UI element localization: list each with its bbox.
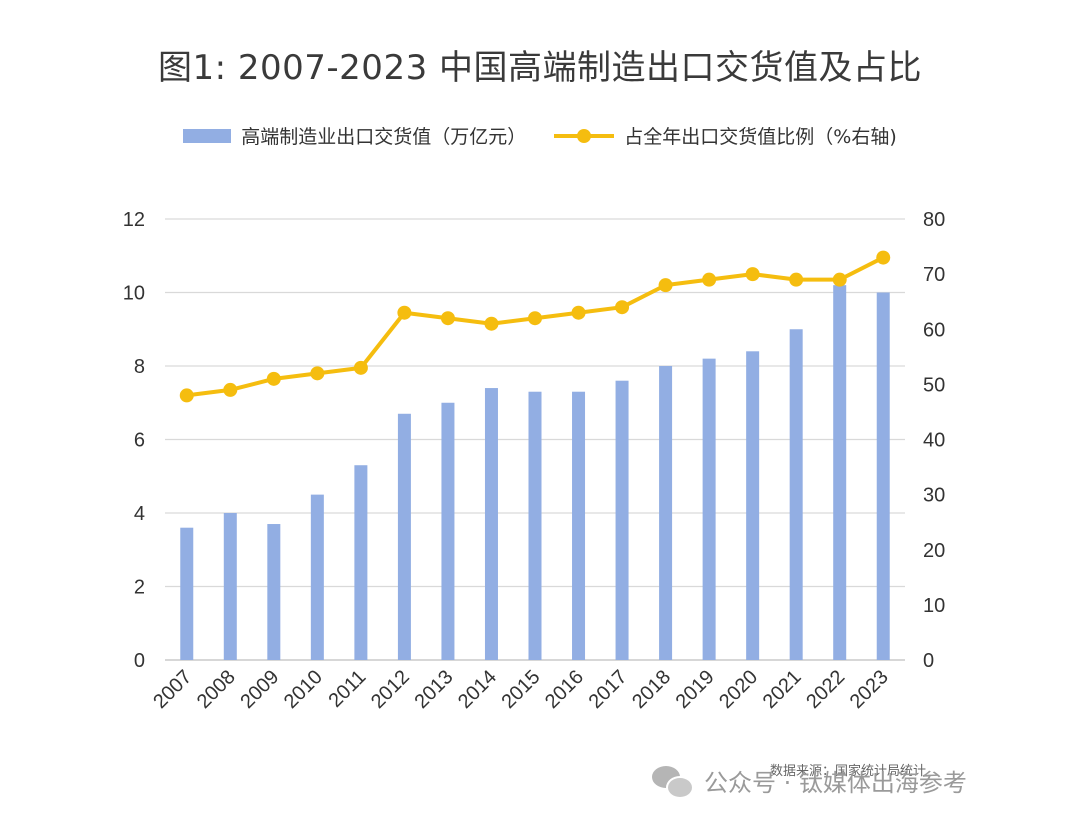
legend-label-bar: 高端制造业出口交货值（万亿元） [241, 126, 527, 148]
x-tick-label: 2017 [585, 666, 632, 713]
line-point [440, 311, 455, 326]
bar [223, 513, 237, 660]
y-left-tick-label: 10 [123, 283, 145, 305]
bar [528, 391, 542, 660]
legend-label-line: 占全年出口交货值比例（%右轴) [624, 126, 897, 148]
legend: 高端制造业出口交货值（万亿元） 占全年出口交货值比例（%右轴) [0, 122, 1080, 149]
line-point [397, 305, 412, 320]
legend-line-swatch [554, 128, 615, 143]
y-left-tick-label: 0 [134, 650, 145, 672]
bar [484, 388, 498, 660]
x-tick-label: 2023 [846, 666, 893, 713]
bar [267, 524, 281, 660]
y-right-tick-label: 50 [923, 374, 945, 396]
bar [659, 366, 673, 660]
source-note: 数据来源：国家统计局统计 [770, 760, 927, 779]
line-point [615, 300, 630, 315]
x-tick-label: 2007 [149, 666, 196, 713]
y-left-tick-label: 6 [134, 430, 145, 452]
line-point [179, 388, 194, 403]
legend-item-line: 占全年出口交货值比例（%右轴) [554, 122, 897, 149]
bar [702, 358, 716, 660]
legend-bar-swatch [183, 128, 232, 143]
x-tick-label: 2019 [672, 666, 719, 713]
series-line [184, 255, 886, 398]
x-tick-label: 2021 [759, 666, 806, 713]
line-point [484, 316, 499, 331]
footer: 公众号 · 钛媒体出海参考 [650, 760, 1070, 800]
line-point [832, 272, 847, 287]
bar [746, 351, 760, 660]
x-tick-label: 2013 [410, 666, 457, 713]
x-tick-label: 2008 [193, 666, 240, 713]
bar [615, 380, 629, 660]
line-point [745, 267, 760, 282]
line-point [789, 272, 804, 287]
bar [876, 292, 890, 660]
line-point [310, 366, 325, 381]
x-tick-label: 2011 [324, 666, 370, 712]
bar [310, 494, 324, 660]
y-left-tick-label: 8 [134, 356, 145, 378]
y-left-tick-label: 12 [123, 209, 145, 231]
y-right-tick-label: 0 [923, 650, 934, 672]
x-tick-label: 2016 [541, 666, 588, 713]
chart-title: 图1: 2007-2023 中国高端制造出口交货值及占比 [157, 48, 923, 88]
y-right-tick-label: 70 [923, 264, 945, 286]
line-point [266, 371, 281, 386]
y-right-tick-label: 40 [923, 430, 945, 452]
bar [397, 413, 411, 660]
bar [789, 329, 803, 660]
x-tick-label: 2020 [715, 666, 762, 713]
y-right-tick-label: 10 [923, 595, 945, 617]
wechat-icon [650, 762, 694, 799]
x-tick-label: 2015 [498, 666, 545, 713]
y-left-tick-label: 4 [134, 503, 145, 525]
line-point [702, 272, 717, 287]
bar [572, 391, 586, 660]
bar [833, 285, 847, 660]
x-tick-label: 2014 [454, 666, 501, 713]
x-tick-label: 2022 [802, 666, 849, 713]
line-point [658, 278, 673, 293]
line-point [876, 250, 891, 265]
y-right-tick-label: 80 [923, 209, 945, 231]
y-left-tick-label: 2 [134, 577, 145, 599]
y-right-tick-label: 60 [923, 319, 945, 341]
y-right-tick-label: 30 [923, 485, 945, 507]
line-point [353, 360, 368, 375]
footer-text: 公众号 · 钛媒体出海参考 [704, 768, 967, 797]
line-point [223, 382, 238, 397]
line-point [528, 311, 542, 326]
x-tick-label: 2012 [367, 666, 414, 713]
x-tick-label: 2009 [236, 666, 283, 713]
bar [441, 402, 455, 660]
x-tick-label: 2018 [628, 666, 675, 713]
x-tick-label: 2010 [280, 666, 327, 713]
bar [180, 527, 194, 660]
y-right-tick-label: 20 [923, 540, 945, 562]
legend-item-bar: 高端制造业出口交货值（万亿元） [183, 122, 526, 149]
line-point [571, 305, 586, 320]
bar [354, 465, 368, 660]
